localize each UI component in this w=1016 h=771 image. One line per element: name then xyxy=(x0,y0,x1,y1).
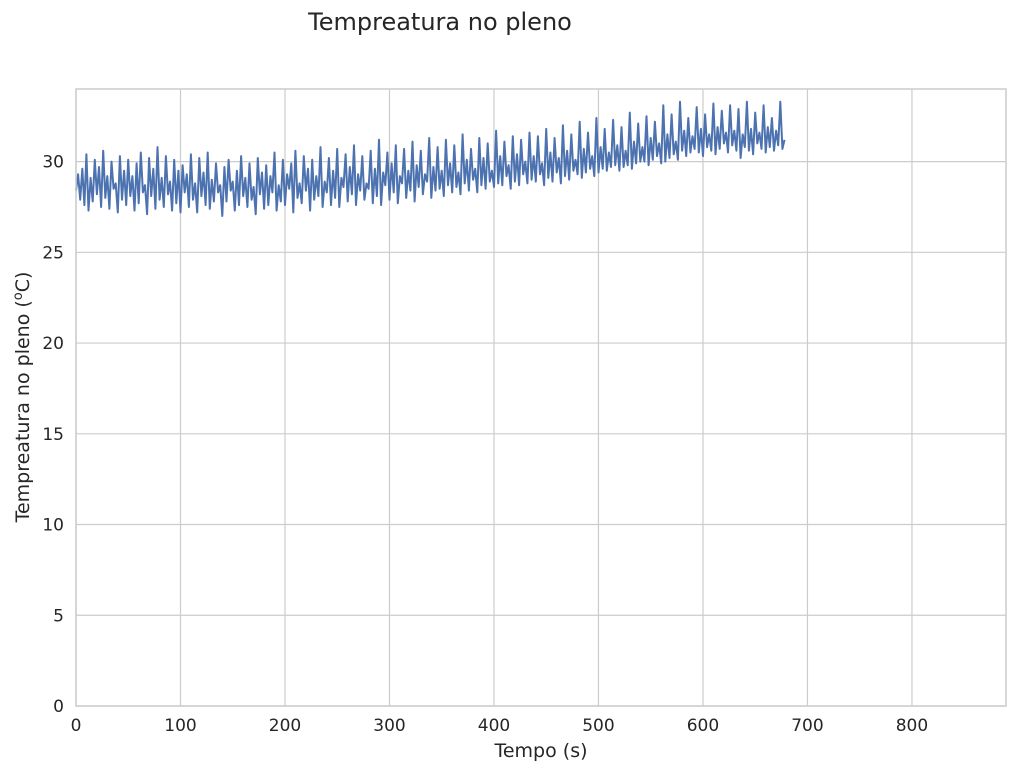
x-tick-label: 500 xyxy=(582,716,614,736)
plot-frame xyxy=(75,88,1007,707)
x-tick-label: 100 xyxy=(164,716,196,736)
series-group xyxy=(75,100,786,217)
x-tick-label: 700 xyxy=(791,716,823,736)
y-axis-label-superscript: o xyxy=(11,292,26,300)
y-tick-label: 30 xyxy=(42,153,64,173)
y-axis-label: Tempreatura no pleno (oC) xyxy=(11,272,34,524)
y-axis-ticks: 0 5 10 15 20 25 30 xyxy=(42,153,64,717)
x-tick-label: 0 xyxy=(71,716,82,736)
y-tick-label: 15 xyxy=(42,425,64,445)
y-axis-label-unit: C) xyxy=(12,272,34,293)
y-tick-label: 5 xyxy=(53,606,64,626)
y-tick-label: 10 xyxy=(42,516,64,536)
x-axis-label: Tempo (s) xyxy=(493,740,587,762)
x-axis-ticks: 0 100 200 300 400 500 600 700 800 xyxy=(71,716,929,736)
x-tick-label: 600 xyxy=(687,716,719,736)
grid xyxy=(75,89,1006,707)
y-tick-label: 20 xyxy=(42,334,64,354)
x-tick-label: 300 xyxy=(373,716,405,736)
x-tick-label: 400 xyxy=(478,716,510,736)
x-tick-label: 200 xyxy=(269,716,301,736)
series-line xyxy=(75,100,786,217)
y-tick-label: 0 xyxy=(53,697,64,717)
y-tick-label: 25 xyxy=(42,243,64,263)
x-tick-label: 800 xyxy=(896,716,928,736)
chart-title: Tempreatura no pleno xyxy=(307,8,572,36)
y-axis-label-main: Tempreatura no pleno ( xyxy=(12,300,34,523)
